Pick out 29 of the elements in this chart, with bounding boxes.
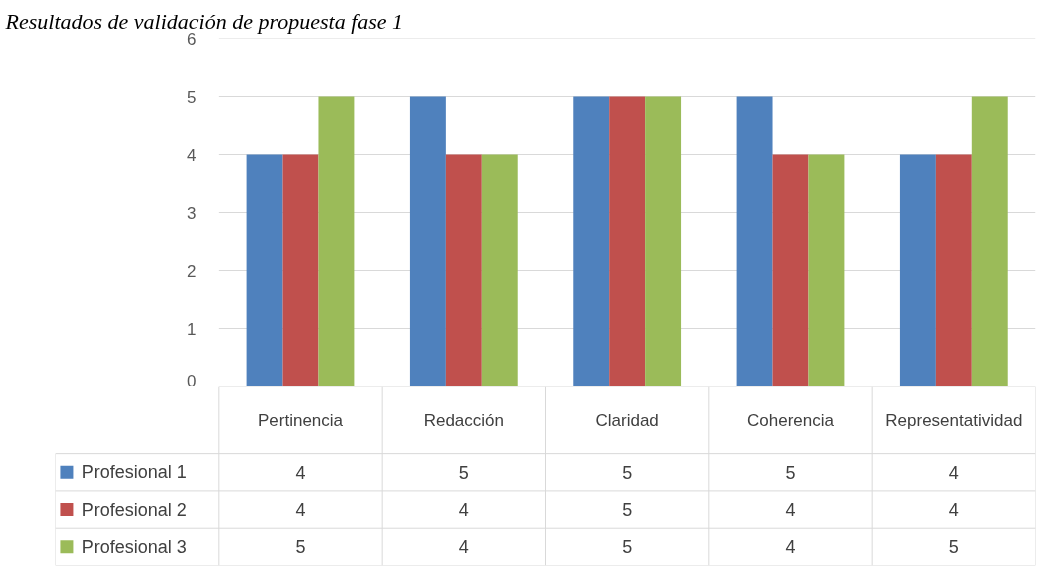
data-label: 5 bbox=[785, 462, 796, 483]
data-label: 5 bbox=[622, 462, 633, 483]
x-tick-label: Coherencia bbox=[747, 410, 835, 430]
y-tick-label: 0 bbox=[187, 371, 197, 391]
data-label: 4 bbox=[458, 537, 469, 558]
y-tick-label: 4 bbox=[187, 145, 197, 165]
data-label: 4 bbox=[948, 500, 959, 521]
x-tick-label: Representatividad bbox=[885, 410, 1023, 430]
legend-label: Profesional 2 bbox=[81, 499, 187, 520]
y-tick-label: 3 bbox=[187, 203, 197, 223]
data-label: 4 bbox=[785, 500, 796, 521]
data-label: 5 bbox=[295, 537, 306, 558]
data-label: 4 bbox=[458, 500, 469, 521]
data-label: 5 bbox=[622, 500, 633, 521]
y-tick-label: 1 bbox=[187, 319, 197, 339]
data-label: 4 bbox=[948, 462, 959, 483]
x-tick-label: Redacción bbox=[423, 410, 504, 430]
data-label: 4 bbox=[785, 537, 796, 558]
x-tick-label: Pertinencia bbox=[257, 410, 344, 430]
y-tick-label: 5 bbox=[187, 87, 197, 107]
data-label: 5 bbox=[458, 462, 469, 483]
y-tick-label: 2 bbox=[187, 261, 197, 281]
data-label: 5 bbox=[622, 537, 633, 558]
data-label: 4 bbox=[295, 500, 306, 521]
legend-label: Profesional 1 bbox=[81, 462, 187, 483]
data-label: 5 bbox=[948, 537, 959, 558]
x-tick-label: Claridad bbox=[595, 410, 659, 430]
data-label: 4 bbox=[295, 462, 306, 483]
legend-label: Profesional 3 bbox=[81, 536, 187, 557]
